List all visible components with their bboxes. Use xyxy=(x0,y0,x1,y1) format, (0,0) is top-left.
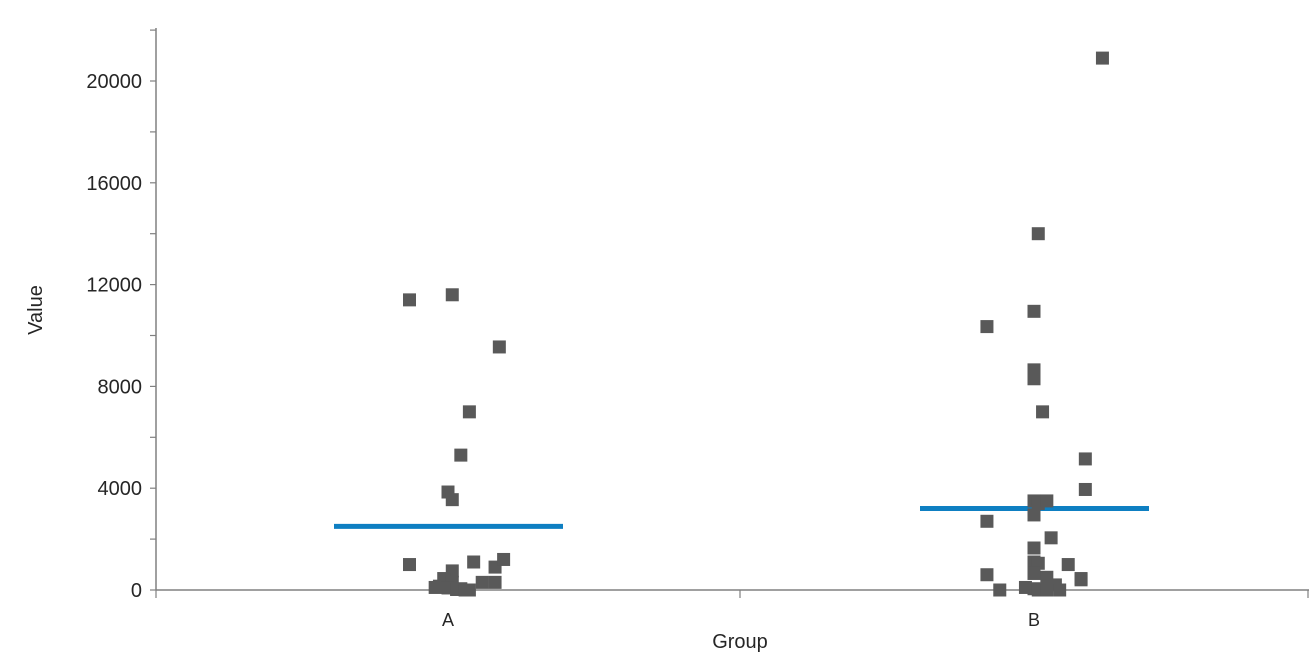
data-point xyxy=(1044,531,1058,545)
x-axis-title: Group xyxy=(712,631,768,653)
data-point xyxy=(1031,227,1045,241)
data-points-layer xyxy=(402,51,1109,597)
data-point xyxy=(980,568,994,582)
data-point xyxy=(462,583,476,597)
data-point xyxy=(402,558,416,572)
data-point xyxy=(980,320,994,334)
y-tick-label: 12000 xyxy=(86,275,142,297)
data-point xyxy=(1040,494,1054,508)
data-point xyxy=(488,575,502,589)
data-point xyxy=(1027,541,1041,555)
data-point xyxy=(454,448,468,462)
data-point xyxy=(1027,566,1041,580)
x-tick-label: B xyxy=(1028,610,1040,630)
data-point xyxy=(475,575,489,589)
data-point xyxy=(1027,304,1041,318)
y-tick-label: 20000 xyxy=(86,71,142,93)
axes-layer: 0 4000 8000 12000 16000 20000 A B xyxy=(86,28,1309,630)
data-point xyxy=(1078,452,1092,466)
data-point xyxy=(1027,372,1041,386)
data-point xyxy=(428,580,442,594)
y-tick-label: 4000 xyxy=(98,478,143,500)
y-tick-label: 16000 xyxy=(86,173,142,195)
y-tick-label: 8000 xyxy=(98,376,143,398)
data-point xyxy=(497,552,511,566)
data-point xyxy=(1027,508,1041,522)
data-point xyxy=(1095,51,1109,65)
data-point xyxy=(1036,405,1050,419)
data-point xyxy=(467,555,481,569)
y-tick-label: 0 xyxy=(131,580,142,602)
data-point xyxy=(402,293,416,307)
data-point xyxy=(1078,482,1092,496)
data-point xyxy=(1074,573,1088,587)
data-point xyxy=(445,493,459,507)
data-point xyxy=(445,288,459,302)
data-point xyxy=(492,340,506,354)
data-point xyxy=(1031,556,1045,570)
data-point xyxy=(1040,583,1054,597)
x-tick-label: A xyxy=(442,610,454,630)
data-point xyxy=(462,405,476,419)
data-point xyxy=(1053,583,1067,597)
data-point xyxy=(980,514,994,528)
data-point xyxy=(1061,558,1075,572)
labels-layer: Value Group xyxy=(25,285,768,653)
data-point xyxy=(993,583,1007,597)
y-axis-title: Value xyxy=(25,285,47,335)
